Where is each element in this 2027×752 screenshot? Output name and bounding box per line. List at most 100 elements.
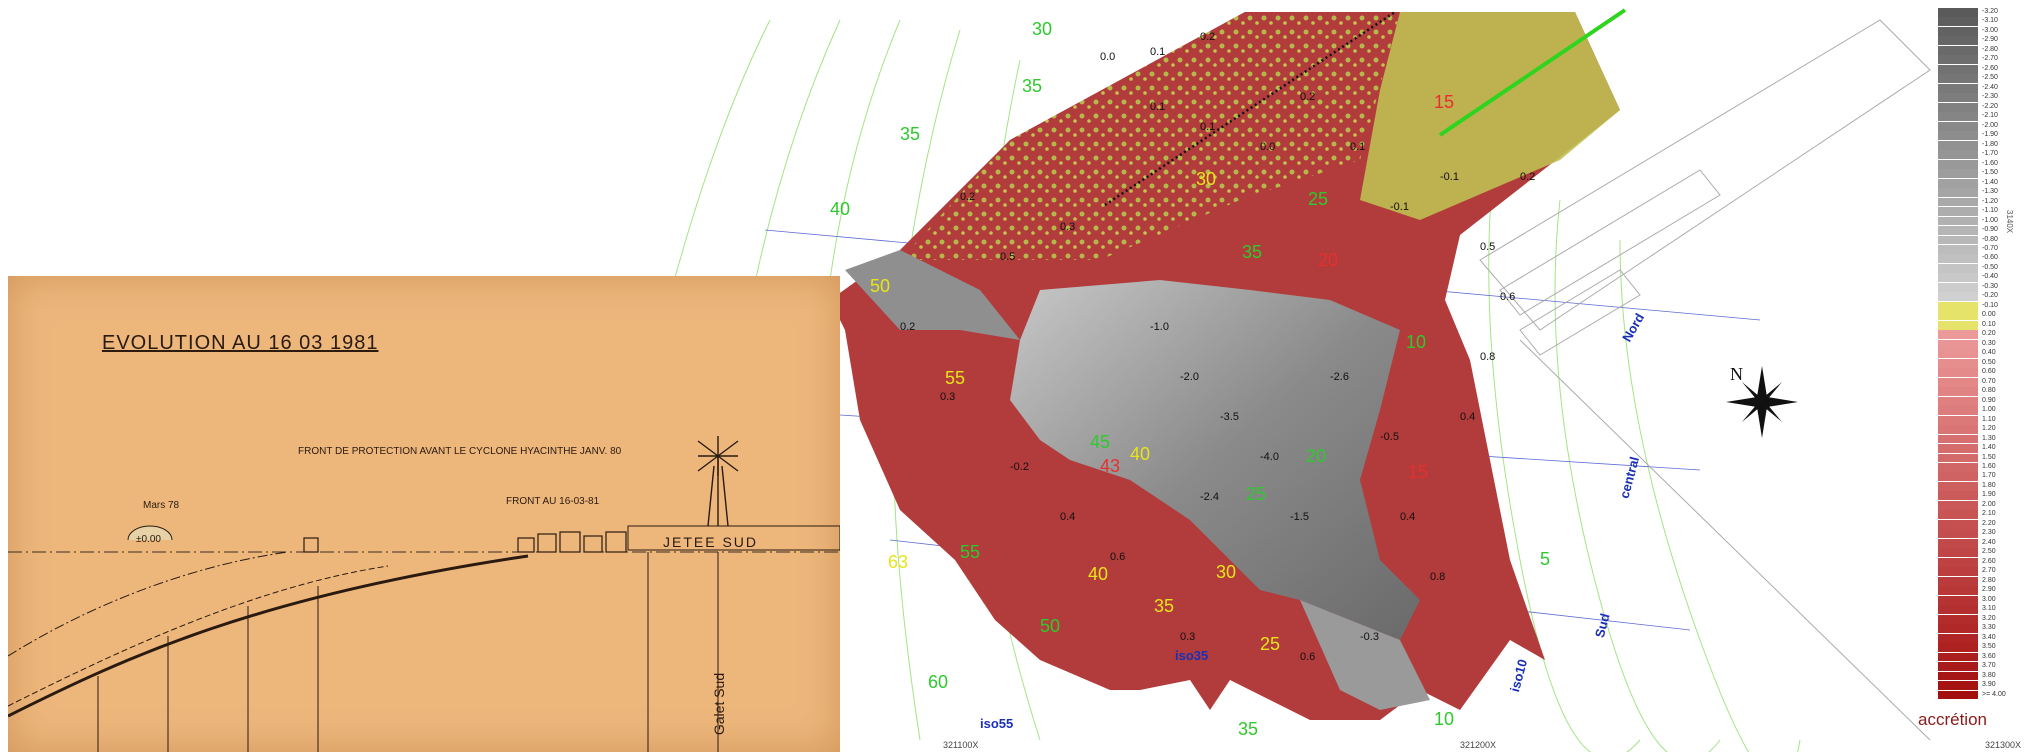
svg-text:55: 55 — [960, 542, 980, 562]
legend-swatch — [1938, 8, 1978, 17]
legend-swatch — [1938, 45, 1978, 55]
legend-label: -0.80 — [1982, 235, 1998, 243]
legend-label: 2.20 — [1982, 519, 1996, 527]
legend-label: 0.70 — [1982, 377, 1996, 385]
legend-label: 2.40 — [1982, 538, 1996, 546]
north-arrow-icon — [1726, 366, 1798, 438]
svg-text:35: 35 — [1238, 719, 1258, 739]
axis-x-label-3: 321300X — [1985, 740, 2022, 750]
legend-swatch — [1938, 102, 1978, 112]
legend-label: 1.50 — [1982, 453, 1996, 461]
svg-text:-1.5: -1.5 — [1290, 511, 1309, 523]
legend-swatch — [1938, 330, 1978, 340]
svg-text:35: 35 — [900, 124, 920, 144]
drawing-canvas — [8, 436, 840, 752]
legend-label: -1.70 — [1982, 150, 1998, 158]
svg-text:40: 40 — [830, 199, 850, 219]
legend-swatch — [1938, 425, 1978, 434]
label-front-date: FRONT AU 16-03-81 — [506, 496, 600, 507]
legend-swatch — [1938, 406, 1978, 416]
legend-label: 2.70 — [1982, 567, 1996, 575]
svg-text:30: 30 — [1216, 562, 1236, 582]
legend-swatch — [1938, 17, 1978, 27]
svg-text:60: 60 — [928, 672, 948, 692]
legend-swatch — [1938, 216, 1978, 226]
legend-label: -1.60 — [1982, 159, 1998, 167]
legend-swatch — [1938, 131, 1978, 141]
svg-text:0.2: 0.2 — [960, 191, 975, 203]
label-mars: Mars 78 — [143, 500, 180, 511]
color-legend: -3.20 -3.10 -3.00 -2.90 -2.80 -2.70 -2.60 -2.50… — [1938, 8, 2006, 700]
legend-label: 1.40 — [1982, 444, 1996, 452]
legend-swatch — [1938, 415, 1978, 425]
svg-text:-0.1: -0.1 — [1440, 171, 1459, 183]
legend-swatch — [1938, 387, 1978, 397]
legend-label: 3.10 — [1982, 605, 1996, 613]
label-front-protection: FRONT DE PROTECTION AVANT LE CYCLONE HYA… — [298, 446, 622, 457]
legend-swatch — [1938, 93, 1978, 103]
legend-swatch — [1938, 112, 1978, 122]
legend-swatch — [1938, 396, 1978, 406]
svg-text:0.4: 0.4 — [1060, 511, 1075, 523]
legend-label: 0.50 — [1982, 358, 1996, 366]
legend-swatch — [1938, 481, 1978, 491]
svg-text:0.0: 0.0 — [1260, 141, 1275, 153]
legend-label: 0.10 — [1982, 320, 1996, 328]
svg-text:-0.5: -0.5 — [1380, 431, 1399, 443]
svg-text:0.6: 0.6 — [1500, 291, 1515, 303]
legend-swatch — [1938, 368, 1978, 378]
legend-label: 1.80 — [1982, 481, 1996, 489]
legend-label: -1.00 — [1982, 216, 1998, 224]
svg-text:0.2: 0.2 — [1200, 31, 1215, 43]
legend-swatch — [1938, 567, 1978, 577]
legend-swatch — [1938, 586, 1978, 596]
legend-label: 1.10 — [1982, 415, 1996, 423]
svg-text:25: 25 — [1260, 634, 1280, 654]
legend-swatch — [1938, 301, 1978, 311]
svg-text:15: 15 — [1434, 92, 1454, 112]
svg-text:0.4: 0.4 — [1400, 511, 1415, 523]
legend-label: -1.10 — [1982, 207, 1998, 215]
svg-text:40: 40 — [1088, 564, 1108, 584]
legend-label: 2.90 — [1982, 586, 1996, 594]
legend-swatch — [1938, 358, 1978, 368]
svg-text:35: 35 — [1154, 596, 1174, 616]
svg-text:0.4: 0.4 — [1460, 411, 1475, 423]
svg-text:45: 45 — [1090, 432, 1110, 452]
legend-swatch — [1938, 681, 1978, 690]
legend-swatch — [1938, 557, 1978, 567]
legend-swatch — [1938, 377, 1978, 387]
legend-label: 2.00 — [1982, 500, 1996, 508]
legend-label: -1.20 — [1982, 197, 1998, 205]
legend-label: 1.60 — [1982, 463, 1996, 470]
profile-iso55-label: iso55 — [980, 716, 1014, 731]
legend-label: 3.90 — [1982, 681, 1996, 689]
svg-text:50: 50 — [1040, 616, 1060, 636]
legend-label: 2.10 — [1982, 510, 1996, 518]
svg-text:0.8: 0.8 — [1480, 351, 1495, 363]
svg-text:50: 50 — [870, 276, 890, 296]
svg-text:20: 20 — [1306, 446, 1326, 466]
svg-text:-2.0: -2.0 — [1180, 371, 1199, 383]
engineering-drawing: EVOLUTION AU 16 03 1981 FRONT DE PROTECT… — [8, 276, 840, 752]
legend-swatch — [1938, 605, 1978, 615]
legend-label: -0.20 — [1982, 292, 1998, 300]
svg-text:30: 30 — [1196, 169, 1216, 189]
legend-label: 0.30 — [1982, 339, 1996, 347]
legend-swatch — [1938, 254, 1978, 264]
legend-swatch — [1938, 320, 1978, 330]
legend-swatch — [1938, 188, 1978, 197]
legend-swatch — [1938, 159, 1978, 169]
legend-label: -1.30 — [1982, 188, 1998, 196]
legend-label: 1.00 — [1982, 406, 1996, 414]
axis-x-label-2: 321200X — [1460, 740, 1497, 750]
svg-text:0.3: 0.3 — [1060, 221, 1075, 233]
legend-label: 1.20 — [1982, 425, 1996, 433]
svg-text:-2.6: -2.6 — [1330, 371, 1349, 383]
svg-text:35: 35 — [1242, 242, 1262, 262]
svg-text:0.1: 0.1 — [1150, 46, 1165, 58]
profile-iso35-label: iso35 — [1175, 648, 1209, 663]
svg-text:10: 10 — [1434, 709, 1454, 729]
legend-swatch — [1938, 444, 1978, 453]
